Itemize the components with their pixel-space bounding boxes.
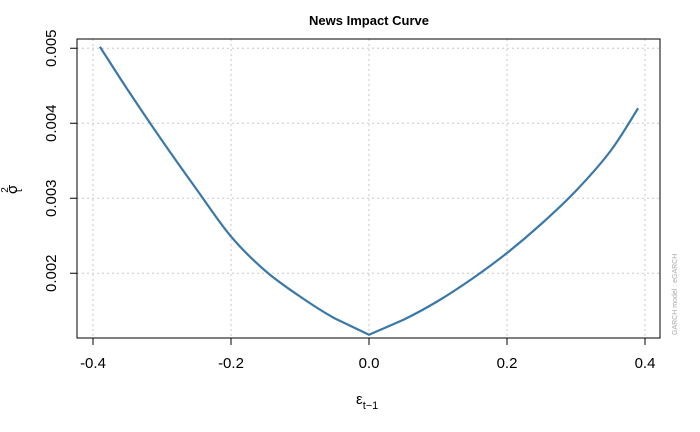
x-tick-label: 0.4 [635,355,656,372]
y-axis: 0.002 0.003 0.004 0.005 [43,29,78,292]
x-tick-label: -0.4 [80,355,106,372]
y-axis-label-symbol: σ [4,184,21,194]
x-tick-label: -0.2 [218,355,244,372]
y-axis-label-superscript: 2 [0,187,11,193]
x-tick-label: 0.0 [359,355,380,372]
news-impact-series-line [98,46,640,336]
x-axis-label: εt−1 [356,391,378,412]
plot-frame [76,38,661,339]
y-tick-label: 0.003 [43,179,60,217]
grid [77,39,660,338]
series-layer [98,46,640,336]
y-tick-label: 0.004 [43,104,60,142]
y-tick-label: 0.005 [43,29,60,67]
x-axis: -0.4 -0.2 0.0 0.2 0.4 [80,337,656,372]
x-axis-label-symbol: ε [356,391,363,408]
y-tick-label: 0.002 [43,254,60,292]
x-tick-label: 0.2 [497,355,518,372]
y-axis-label: σ2 t [0,184,25,194]
x-axis-label-subscript: t−1 [363,400,379,412]
model-annotation: GARCH model : eGARCH [672,254,679,335]
chart-title: News Impact Curve [309,13,429,28]
y-axis-label-subscript: t [13,189,25,192]
